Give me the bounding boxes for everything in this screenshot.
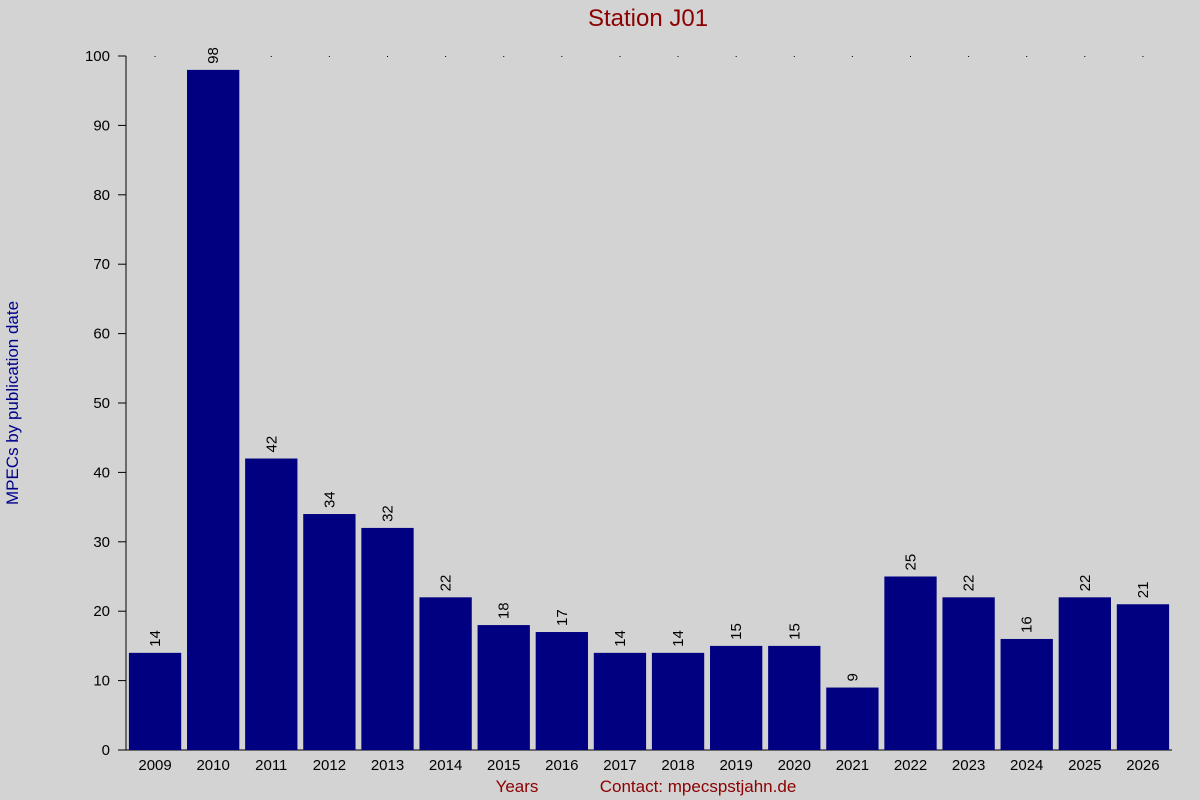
top-dot xyxy=(445,56,447,57)
value-label: 18 xyxy=(496,602,513,619)
top-dot xyxy=(619,56,621,57)
bar xyxy=(826,687,879,750)
y-tick-label: 60 xyxy=(93,326,110,343)
value-label: 15 xyxy=(786,623,803,640)
value-label: 22 xyxy=(961,575,978,592)
y-axis-label: MPECs by publication date xyxy=(3,301,22,505)
y-tick-label: 90 xyxy=(93,117,110,134)
bar xyxy=(419,597,472,750)
x-tick-label: 2013 xyxy=(371,757,404,774)
x-tick-label: 2015 xyxy=(487,757,520,774)
top-dot xyxy=(677,56,679,57)
top-dot xyxy=(968,56,970,57)
bar xyxy=(245,458,298,750)
bar xyxy=(128,652,182,750)
y-tick-label: 100 xyxy=(85,48,110,65)
bar xyxy=(1058,597,1111,750)
top-dot xyxy=(212,56,214,57)
annotation: Contact: mpecspstjahn.de xyxy=(600,777,797,796)
y-tick-label: 30 xyxy=(93,534,110,551)
top-dot xyxy=(1084,56,1086,57)
x-tick-label: 2024 xyxy=(1010,757,1043,774)
value-label: 14 xyxy=(670,630,687,647)
y-tick-label: 0 xyxy=(102,742,110,759)
x-tick-label: 2012 xyxy=(313,757,346,774)
value-label: 25 xyxy=(903,554,920,571)
top-dot xyxy=(793,56,795,57)
top-dot xyxy=(851,56,853,57)
top-dot xyxy=(387,56,388,57)
top-dot xyxy=(1142,56,1144,57)
x-tick-label: 2021 xyxy=(836,757,869,774)
x-tick-label: 2022 xyxy=(894,757,927,774)
y-tick-label: 80 xyxy=(93,187,110,204)
bar xyxy=(884,576,937,750)
bar xyxy=(535,632,588,750)
value-label: 32 xyxy=(380,505,397,522)
x-tick-label: 2014 xyxy=(429,757,462,774)
value-label: 34 xyxy=(321,491,338,508)
bar xyxy=(303,514,356,750)
bar xyxy=(477,625,530,750)
x-axis-label: Years xyxy=(496,777,539,796)
x-tick-label: 2019 xyxy=(719,757,752,774)
bar xyxy=(187,69,240,750)
bar xyxy=(768,645,821,750)
x-tick-label: 2009 xyxy=(138,757,171,774)
value-label: 21 xyxy=(1135,582,1152,599)
top-dot xyxy=(561,56,563,57)
top-dot xyxy=(328,56,330,57)
value-label: 16 xyxy=(1019,616,1036,633)
bar xyxy=(361,527,414,750)
top-dot xyxy=(735,56,737,57)
value-label: 14 xyxy=(612,630,629,647)
value-label: 15 xyxy=(728,623,745,640)
bar xyxy=(1000,638,1053,750)
x-tick-label: 2010 xyxy=(196,757,229,774)
top-dot xyxy=(910,56,911,57)
chart-title: Station J01 xyxy=(588,5,708,32)
x-tick-label: 2016 xyxy=(545,757,578,774)
y-tick-label: 20 xyxy=(93,603,110,620)
value-label: 17 xyxy=(554,609,571,626)
x-tick-label: 2011 xyxy=(255,757,287,774)
y-tick-label: 70 xyxy=(93,256,110,273)
value-label: 9 xyxy=(844,673,861,681)
value-label: 14 xyxy=(147,630,164,647)
x-tick-label: 2018 xyxy=(661,757,694,774)
y-tick-label: 50 xyxy=(93,395,110,412)
value-label: 22 xyxy=(1077,575,1094,592)
top-dot xyxy=(503,56,505,57)
x-tick-label: 2020 xyxy=(778,757,811,774)
x-tick-label: 2023 xyxy=(952,757,985,774)
x-tick-label: 2025 xyxy=(1068,757,1101,774)
y-tick-label: 40 xyxy=(93,464,110,481)
bar xyxy=(1116,604,1170,750)
value-label: 22 xyxy=(438,575,455,592)
top-dot xyxy=(270,56,272,57)
top-dot xyxy=(1026,56,1028,57)
bar xyxy=(710,645,763,750)
value-label: 42 xyxy=(263,436,280,453)
bar xyxy=(942,597,995,750)
bar xyxy=(593,652,647,750)
value-label: 98 xyxy=(205,47,222,64)
bar xyxy=(651,652,705,750)
x-tick-label: 2026 xyxy=(1126,757,1159,774)
y-tick-label: 10 xyxy=(93,673,110,690)
top-dot xyxy=(154,56,156,57)
x-tick-label: 2017 xyxy=(603,757,636,774)
